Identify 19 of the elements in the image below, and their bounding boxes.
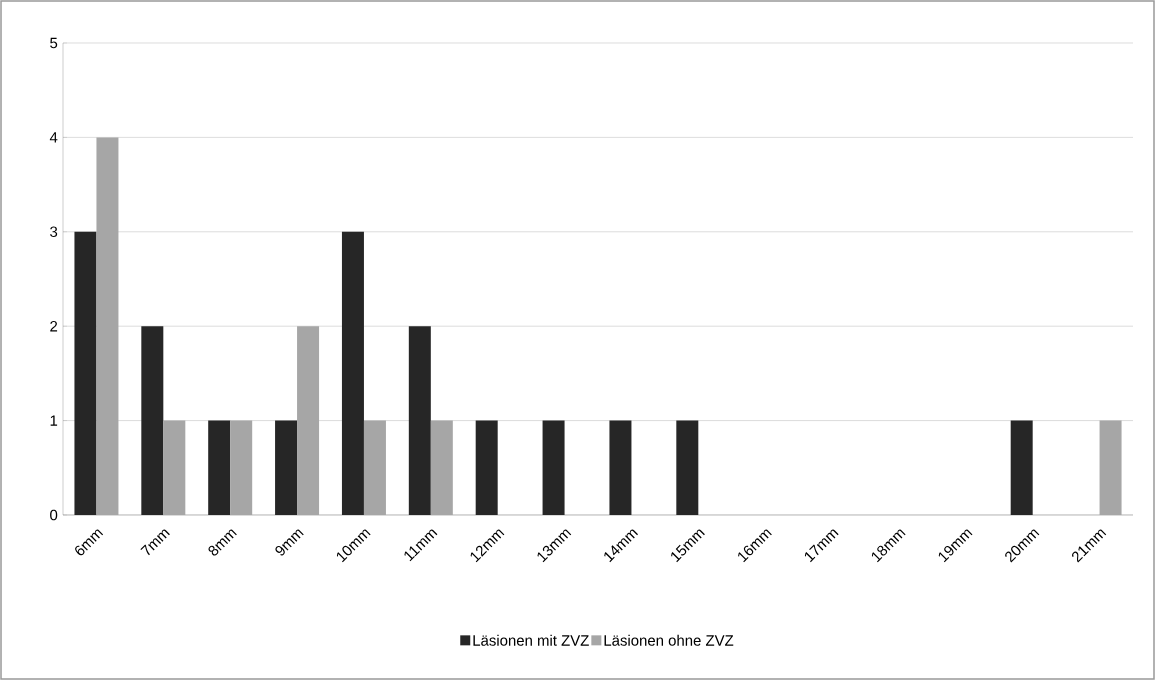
y-tick-label: 0 bbox=[50, 509, 58, 521]
legend-label: Läsionen mit ZVZ bbox=[473, 634, 589, 646]
bar bbox=[676, 420, 699, 515]
bar bbox=[275, 420, 298, 515]
y-tick-label: 2 bbox=[50, 320, 58, 332]
bar bbox=[74, 231, 97, 515]
bar bbox=[475, 420, 498, 515]
bar bbox=[141, 326, 164, 515]
legend-label: Läsionen ohne ZVZ bbox=[604, 634, 734, 646]
bar bbox=[208, 420, 231, 515]
bar bbox=[1010, 420, 1033, 515]
bar bbox=[542, 420, 565, 515]
y-tick-label: 1 bbox=[50, 415, 58, 426]
bar bbox=[609, 420, 632, 515]
bar bbox=[341, 231, 364, 515]
bar bbox=[408, 326, 431, 515]
y-tick-label: 5 bbox=[50, 37, 58, 49]
y-tick-label: 4 bbox=[49, 132, 58, 143]
y-tick-label: 3 bbox=[50, 226, 58, 238]
